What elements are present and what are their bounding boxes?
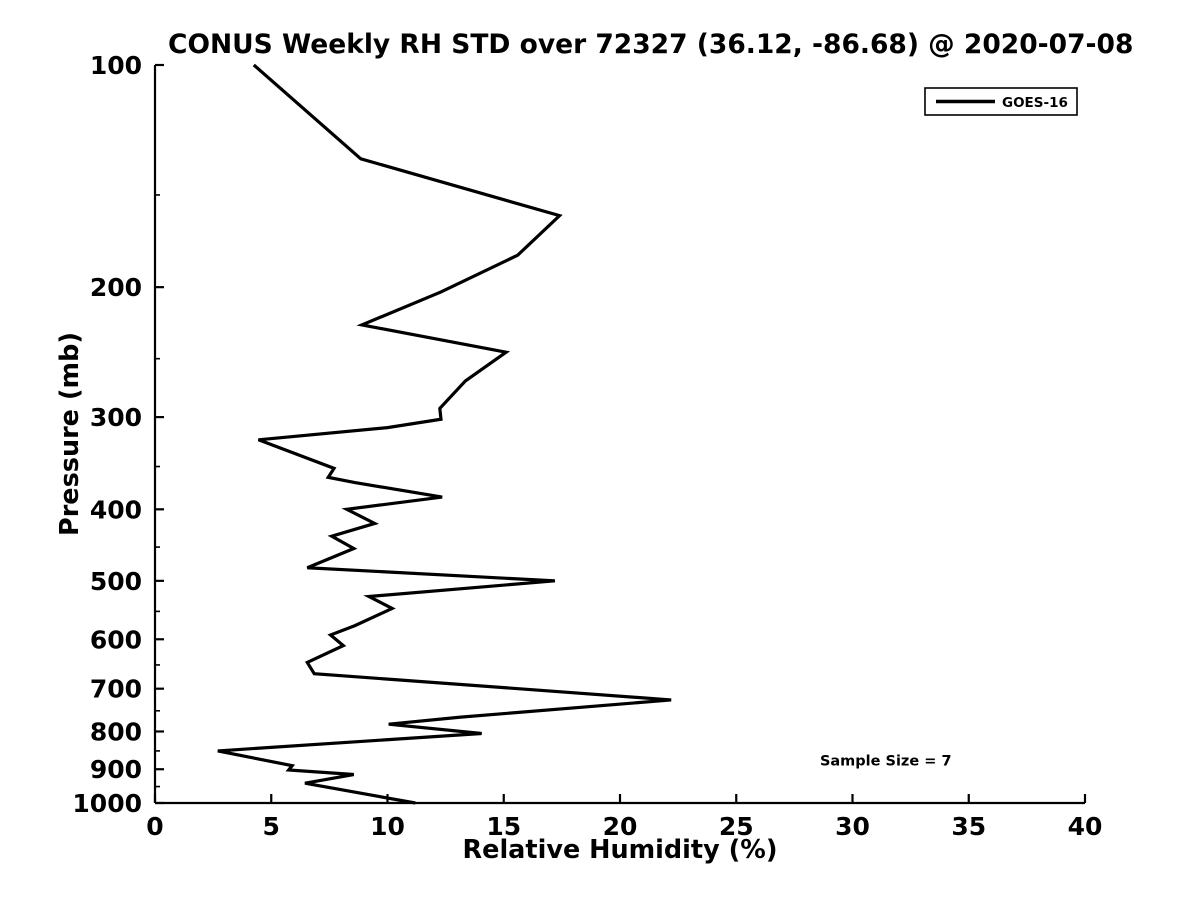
data-series-group [217,63,672,805]
y-tick-label: 500 [90,567,142,596]
x-tick-label: 0 [146,812,163,841]
y-tick-label: 1000 [72,789,142,818]
x-tick-label: 15 [486,812,521,841]
y-tick-label: 600 [90,625,142,654]
x-tick-label: 30 [835,812,870,841]
y-tick-label: 100 [90,51,142,80]
x-axis-ticks: 0 5 10 15 20 25 30 35 40 [146,794,1102,841]
x-tick-label: 25 [719,812,754,841]
y-tick-label: 400 [90,495,142,524]
x-tick-label: 35 [951,812,986,841]
x-tick-label: 20 [603,812,638,841]
y-tick-label: 900 [90,755,142,784]
sample-size-annotation: Sample Size = 7 [820,754,952,770]
x-tick-label: 40 [1068,812,1103,841]
legend-label-goes-16: GOES-16 [1002,95,1068,111]
y-tick-label: 700 [90,675,142,704]
y-tick-label: 300 [90,403,142,432]
y-axis-title: Pressure (mb) [55,332,85,536]
x-tick-label: 10 [370,812,405,841]
legend[interactable]: GOES-16 [924,87,1078,116]
y-tick-label: 800 [90,717,142,746]
y-tick-label: 200 [90,273,142,302]
y-axis-ticks: 100 200 300 400 500 600 700 800 900 1000 [72,51,164,818]
page-title: CONUS Weekly RH STD over 72327 (36.12, -… [168,29,1133,60]
x-tick-label: 5 [263,812,280,841]
x-axis-title: Relative Humidity (%) [463,835,778,865]
series-line-goes-16 [217,63,672,805]
